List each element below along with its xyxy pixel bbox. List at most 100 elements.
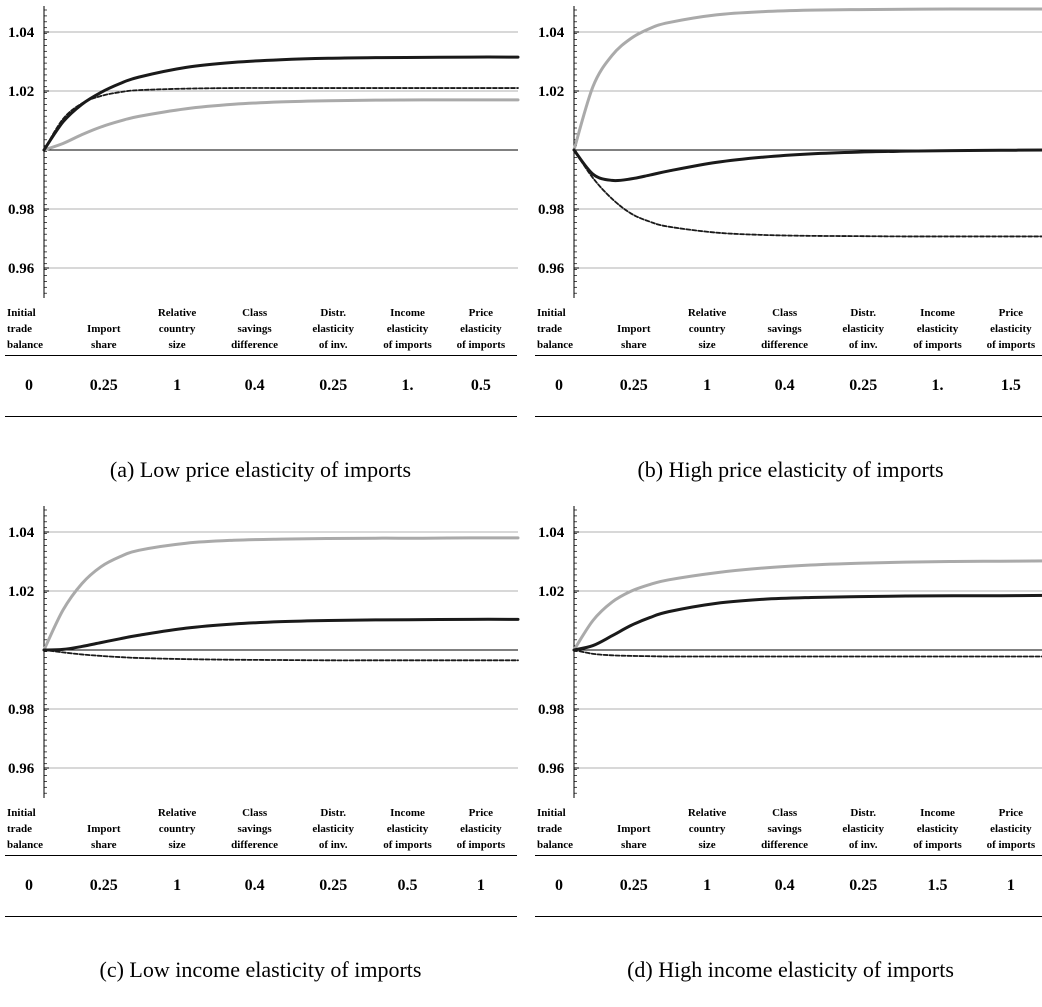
plot-c: 0.96 0.98 1.02 1.04: [8, 506, 520, 798]
parameter-value: 0.5: [370, 855, 445, 917]
parameter-header: Initial trade balance: [535, 305, 597, 356]
parameter-header: Import share: [66, 305, 141, 356]
series-solid-gray: [572, 559, 1042, 652]
parameter-table: Initial trade balance Import share Relativ…: [5, 805, 517, 917]
plot-a: 0.96 0.98 1.02 1.04: [8, 6, 520, 298]
parameter-value: 0.25: [596, 355, 671, 417]
parameter-header: Initial trade balance: [535, 805, 597, 856]
parameter-value: 0.5: [444, 355, 517, 417]
parameter-value: 0.25: [826, 855, 901, 917]
parameter-value: 0.4: [213, 355, 297, 417]
parameter-value: 0.25: [66, 855, 141, 917]
parameter-header: Distr. elasticity of inv.: [826, 305, 901, 356]
parameter-header: Import share: [596, 805, 671, 856]
parameter-table: Initial trade balance Import share Relativ…: [535, 305, 1042, 417]
parameter-header: Income elasticity of imports: [370, 305, 445, 356]
parameter-value: 1: [140, 855, 214, 917]
parameter-value: 0.25: [826, 355, 901, 417]
series-solid-gray: [572, 7, 1042, 152]
parameter-value: 1.: [900, 355, 975, 417]
parameter-value: 0.25: [596, 855, 671, 917]
parameter-header: Price elasticity of imports: [444, 305, 517, 356]
panel-caption: (d) High income elasticity of imports: [627, 957, 954, 982]
parameter-header: Relative country size: [140, 305, 214, 356]
parameter-value: 1.: [370, 355, 445, 417]
y-tick-label: 0.96: [8, 261, 35, 277]
y-tick-label: 0.98: [8, 202, 34, 218]
parameter-header: Price elasticity of imports: [974, 805, 1042, 856]
parameter-value: 0.4: [743, 855, 827, 917]
y-tick-label: 1.02: [8, 84, 34, 100]
y-tick-label: 0.96: [538, 761, 565, 777]
parameter-value: 1: [670, 855, 744, 917]
parameter-header: Income elasticity of imports: [900, 805, 975, 856]
parameter-value: 0: [535, 355, 597, 417]
parameter-value-row: 0 0.25 1 0.4 0.25 1.5 1: [535, 855, 1042, 917]
panel-caption: (b) High price elasticity of imports: [637, 457, 944, 482]
y-tick-label: 1.04: [538, 525, 565, 541]
parameter-header: Initial trade balance: [5, 305, 67, 356]
parameter-value: 0.25: [296, 855, 371, 917]
panel-caption: (a) Low price elasticity of imports: [109, 457, 412, 482]
panel-caption: (c) Low income elasticity of imports: [99, 957, 422, 982]
parameter-value: 0: [535, 855, 597, 917]
parameter-header: Income elasticity of imports: [370, 805, 445, 856]
parameter-value: 1: [444, 855, 517, 917]
parameter-header: Import share: [66, 805, 141, 856]
y-tick-label: 0.98: [538, 202, 564, 218]
parameter-header: Relative country size: [670, 805, 744, 856]
parameter-value-row: 0 0.25 1 0.4 0.25 1. 1.5: [535, 355, 1042, 417]
parameter-table: Initial trade balance Import share Relativ…: [535, 805, 1042, 917]
plot-d: 0.96 0.98 1.02 1.04: [538, 506, 1042, 798]
series-solid-black: [572, 148, 1042, 183]
parameter-value: 0.25: [296, 355, 371, 417]
panel-d: 0.96 0.98 1.02 1.04 Initial trade balance Imp…: [530, 500, 1042, 1003]
parameter-header: Class savings difference: [213, 805, 297, 856]
parameter-value: 1: [670, 355, 744, 417]
parameter-value: 1.5: [900, 855, 975, 917]
y-tick-label: 1.04: [8, 525, 35, 541]
y-tick-label: 1.04: [8, 25, 35, 41]
parameter-header: Distr. elasticity of inv.: [826, 805, 901, 856]
parameter-table: Initial trade balance Import share Relativ…: [5, 305, 517, 417]
parameter-value: 1: [140, 355, 214, 417]
parameter-value-row: 0 0.25 1 0.4 0.25 0.5 1: [5, 855, 517, 917]
y-tick-label: 1.02: [538, 584, 564, 600]
series-dashed-black: [43, 87, 519, 151]
parameter-header: Class savings difference: [213, 305, 297, 356]
parameter-header: Class savings difference: [743, 805, 827, 856]
parameter-value: 0.4: [743, 355, 827, 417]
parameter-header: Income elasticity of imports: [900, 305, 975, 356]
parameter-header-row: Initial trade balance Import share Relativ…: [535, 305, 1042, 356]
y-tick-label: 1.02: [538, 84, 564, 100]
parameter-header: Import share: [596, 305, 671, 356]
series-solid-gray: [42, 536, 520, 652]
parameter-value: 1: [974, 855, 1042, 917]
series-solid-black: [42, 617, 520, 652]
parameter-header: Initial trade balance: [5, 805, 67, 856]
series-solid-gray: [42, 98, 520, 152]
y-tick-label: 0.98: [8, 702, 34, 718]
y-tick-label: 0.96: [538, 261, 565, 277]
parameter-value: 0.25: [66, 355, 141, 417]
parameter-value-row: 0 0.25 1 0.4 0.25 1. 0.5: [5, 355, 517, 417]
parameter-header-row: Initial trade balance Import share Relativ…: [535, 805, 1042, 856]
parameter-value: 0: [5, 355, 67, 417]
panel-b: 0.96 0.98 1.02 1.04 Initial trade balance Imp…: [530, 0, 1042, 503]
series-solid-black: [42, 55, 520, 152]
parameter-value: 0.4: [213, 855, 297, 917]
parameter-value: 0: [5, 855, 67, 917]
parameter-header: Class savings difference: [743, 305, 827, 356]
panel-c: 0.96 0.98 1.02 1.04 Initial trade balance Imp…: [0, 500, 521, 1003]
parameter-header-row: Initial trade balance Import share Relativ…: [5, 805, 517, 856]
parameter-header: Relative country size: [670, 305, 744, 356]
parameter-header: Relative country size: [140, 805, 214, 856]
series-dashed-black: [573, 649, 1042, 658]
parameter-header: Distr. elasticity of inv.: [296, 305, 371, 356]
y-tick-label: 0.96: [8, 761, 35, 777]
parameter-header: Price elasticity of imports: [444, 805, 517, 856]
y-tick-label: 1.02: [8, 584, 34, 600]
parameter-value: 1.5: [974, 355, 1042, 417]
series-dashed-black: [573, 149, 1042, 238]
y-tick-label: 0.98: [538, 702, 564, 718]
